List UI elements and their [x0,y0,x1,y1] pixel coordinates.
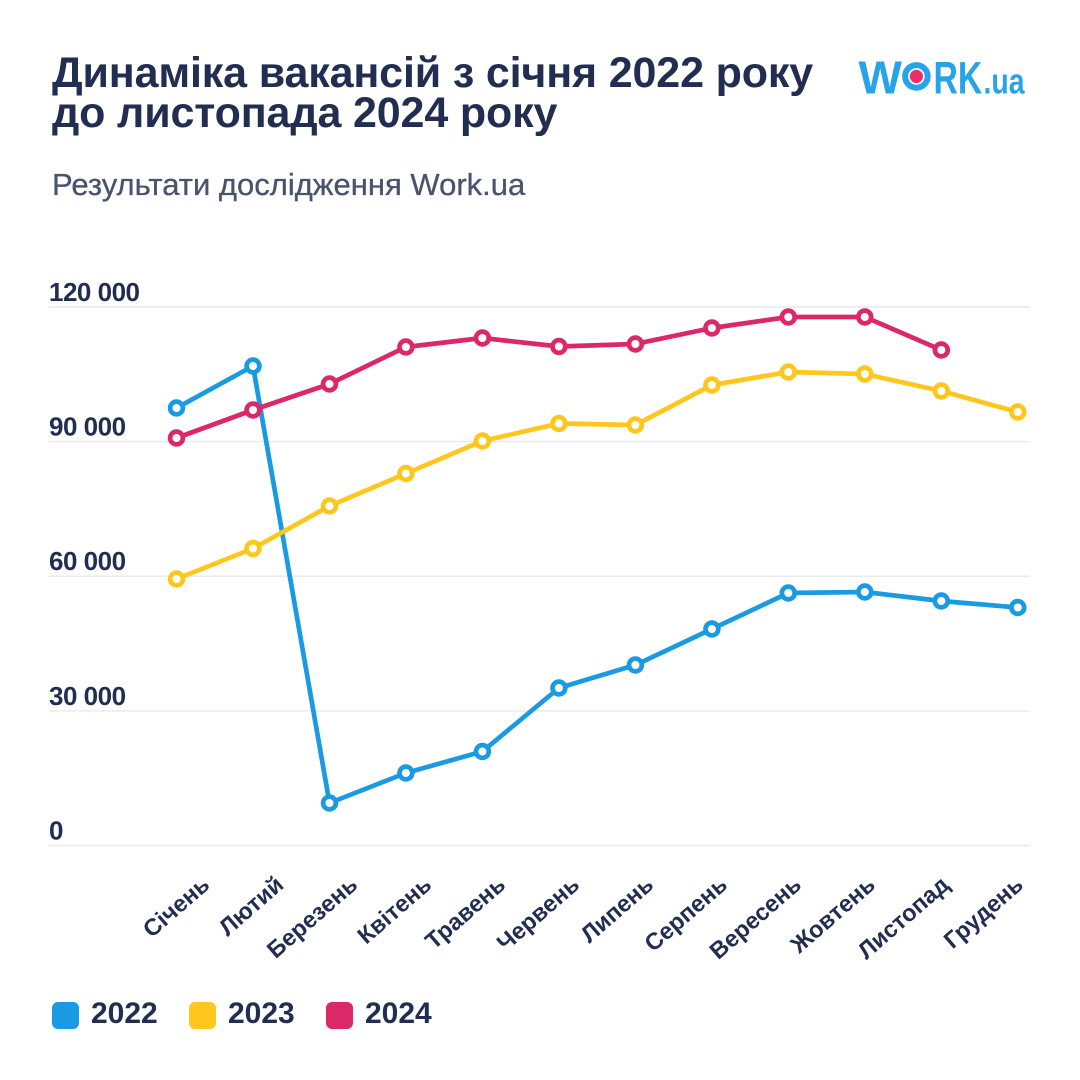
svg-text:90 000: 90 000 [49,412,126,442]
svg-text:Січень: Січень [138,871,215,942]
svg-text:.ua: .ua [984,61,1026,101]
svg-text:Червень: Червень [492,871,584,956]
svg-text:W: W [859,52,903,104]
svg-text:RK: RK [934,54,983,104]
svg-text:60 000: 60 000 [49,546,126,576]
svg-text:30 000: 30 000 [49,681,126,711]
svg-text:Грудень: Грудень [939,871,1028,953]
svg-text:0: 0 [49,816,63,846]
svg-text:120 000: 120 000 [49,277,140,307]
